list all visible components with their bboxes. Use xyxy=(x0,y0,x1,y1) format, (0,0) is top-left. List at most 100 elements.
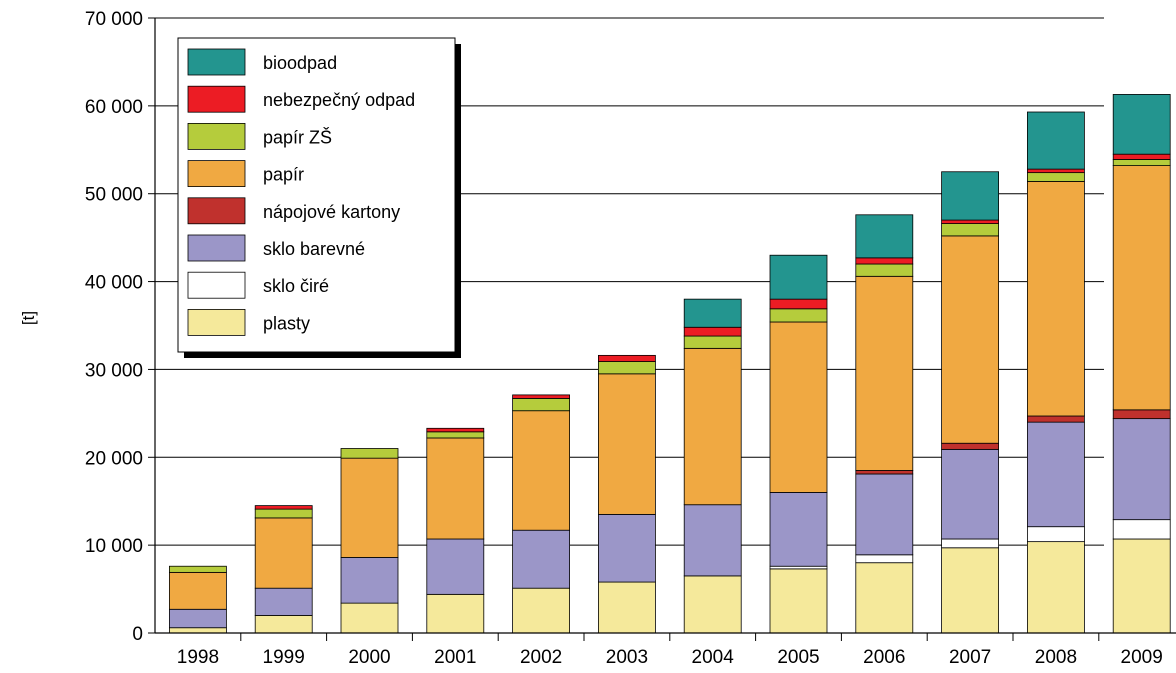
bar-segment xyxy=(340,602,399,634)
legend-label: nebezpečný odpad xyxy=(263,90,415,110)
bar-segment xyxy=(1027,415,1085,423)
legend-swatch xyxy=(187,308,246,336)
bar-segment xyxy=(941,219,999,224)
legend-swatch xyxy=(187,271,246,299)
bar-segment xyxy=(1027,421,1085,528)
bar-segment xyxy=(1112,409,1171,420)
bar-segment xyxy=(855,263,914,277)
legend-box xyxy=(177,37,456,353)
bar-segment xyxy=(855,470,914,475)
bar-segment xyxy=(254,505,313,510)
x-tick-label: 2008 xyxy=(1035,647,1077,668)
bar-segment xyxy=(168,627,227,634)
bar-segment xyxy=(598,373,656,515)
bar-segment xyxy=(254,615,313,634)
legend-label: plasty xyxy=(263,313,310,333)
bar-segment xyxy=(1027,168,1085,174)
tick-labels: 0 10 000 20 000 30 000 40 000 50 000 60 000 70 … xyxy=(85,9,1163,668)
bar-segment xyxy=(855,562,914,634)
bar-segment xyxy=(426,593,485,634)
bar-segment xyxy=(941,235,999,444)
x-tick-label: 2005 xyxy=(777,647,819,668)
bar-segment xyxy=(941,538,999,549)
bar-segment xyxy=(769,492,828,567)
legend-label: papír ZŠ xyxy=(263,126,332,147)
y-tick-label: 20 000 xyxy=(85,448,143,469)
bar-segment xyxy=(769,568,828,634)
bar-segment xyxy=(168,565,227,573)
bar-segment xyxy=(1027,181,1085,417)
x-tick-label: 2006 xyxy=(863,647,905,668)
bar-segment xyxy=(683,347,742,506)
x-tick-label: 2007 xyxy=(949,647,991,668)
bar-segment xyxy=(426,431,485,439)
legend-label: bioodpad xyxy=(263,53,337,73)
bar-segment xyxy=(1112,165,1171,411)
bar-segment xyxy=(769,321,828,493)
bar-segment xyxy=(683,504,742,577)
legend-label: nápojové kartony xyxy=(263,202,400,222)
bar-segment xyxy=(168,571,227,610)
legend-swatch xyxy=(187,197,246,225)
bar-segment xyxy=(941,448,999,540)
y-tick-label: 40 000 xyxy=(85,273,143,294)
bar-segment xyxy=(855,257,914,265)
legend-label: sklo barevné xyxy=(263,239,365,259)
y-tick-label: 10 000 xyxy=(85,536,143,557)
legend-swatch xyxy=(187,123,246,150)
bar-segment xyxy=(254,517,313,589)
bar-segment xyxy=(512,587,570,634)
bar-segment xyxy=(426,427,485,433)
legend: bioodpad nebezpečný odpad papír ZŠ papír náp… xyxy=(177,37,461,358)
bar-segment xyxy=(512,398,570,412)
y-axis-label: [t] xyxy=(19,311,38,325)
bar-segment xyxy=(254,508,313,519)
x-tick-label: 2009 xyxy=(1121,647,1163,668)
bar-segment xyxy=(1112,159,1171,166)
bar-segment xyxy=(855,554,914,564)
bar-segment xyxy=(855,214,914,259)
bar-segment xyxy=(1112,538,1171,634)
axes xyxy=(148,17,1176,641)
y-tick-label: 70 000 xyxy=(85,9,143,30)
bar-segment xyxy=(683,575,742,634)
bar-segment xyxy=(769,308,828,323)
bar-segment xyxy=(598,581,656,634)
bar-segment xyxy=(683,298,742,328)
y-tick-label: 60 000 xyxy=(85,97,143,118)
bar-segment xyxy=(941,442,999,450)
bar-segment xyxy=(855,275,914,471)
legend-swatch xyxy=(187,160,246,188)
bars xyxy=(168,94,1171,634)
legend-label: sklo čiré xyxy=(263,276,329,296)
y-tick-label: 30 000 xyxy=(85,360,143,381)
bar-segment xyxy=(1027,526,1085,543)
legend-swatch xyxy=(187,234,246,262)
bar-segment xyxy=(340,448,399,459)
bar-segment xyxy=(598,513,656,583)
bar-segment xyxy=(426,437,485,540)
bar-segment xyxy=(683,335,742,349)
bar-segment xyxy=(855,473,914,556)
bar-segment xyxy=(769,298,828,310)
bar-segment xyxy=(598,361,656,375)
x-tick-label: 2002 xyxy=(520,647,562,668)
bar-segment xyxy=(1027,541,1085,634)
bar-segment xyxy=(1112,418,1171,521)
bar-segment xyxy=(340,557,399,604)
x-tick-label: 2003 xyxy=(606,647,648,668)
x-tick-label: 2000 xyxy=(348,647,390,668)
bar-segment xyxy=(168,608,227,629)
bar-segment xyxy=(254,587,313,616)
bar-segment xyxy=(1112,519,1171,540)
y-tick-label: 50 000 xyxy=(85,185,143,206)
x-tick-label: 1998 xyxy=(177,647,219,668)
bar-segment xyxy=(1112,153,1171,160)
legend-swatch xyxy=(187,48,246,76)
bar-segment xyxy=(1027,172,1085,182)
bar-segment xyxy=(683,326,742,337)
bar-segment xyxy=(512,410,570,531)
x-tick-label: 2001 xyxy=(434,647,476,668)
